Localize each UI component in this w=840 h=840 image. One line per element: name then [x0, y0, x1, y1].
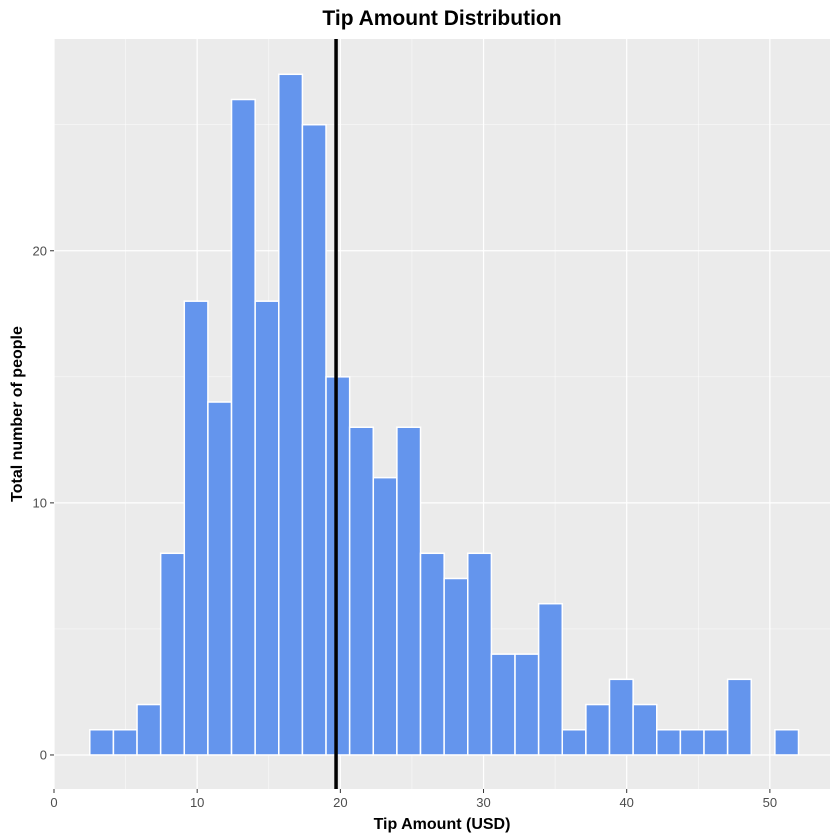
histogram-bar	[443, 577, 469, 756]
x-tick-label: 40	[619, 795, 633, 810]
x-tick-label: 50	[763, 795, 777, 810]
histogram-bar	[396, 426, 422, 756]
histogram-bar	[136, 703, 162, 756]
histogram-bar	[183, 300, 209, 756]
histogram-bar	[537, 602, 564, 756]
histogram-bar	[632, 703, 658, 756]
histogram-bar	[608, 678, 634, 756]
y-tick-label: 0	[40, 747, 47, 762]
histogram-bar	[419, 552, 445, 756]
x-axis-title: Tip Amount (USD)	[374, 816, 511, 833]
histogram-bar	[207, 401, 233, 756]
histogram-bar	[467, 552, 493, 756]
histogram-bar	[325, 376, 351, 756]
y-tick-label: 10	[33, 495, 47, 510]
histogram-bar	[254, 300, 280, 756]
histogram-bar	[348, 426, 375, 756]
histogram-bar	[112, 729, 138, 756]
histogram-bar	[585, 703, 611, 756]
histogram-bar	[490, 653, 516, 756]
x-axis: 0 10 20 30 40 50	[50, 789, 777, 810]
histogram-bar	[656, 729, 682, 756]
y-tick-label: 20	[33, 243, 47, 258]
x-tick-label: 20	[333, 795, 347, 810]
y-axis-title: Total number of people	[9, 326, 26, 502]
chart-title: Tip Amount Distribution	[322, 7, 561, 30]
histogram-bar	[230, 98, 256, 756]
histogram-bars	[89, 73, 800, 756]
histogram-bar	[679, 729, 705, 756]
histogram-bar	[301, 123, 327, 756]
histogram-bar	[726, 678, 753, 756]
histogram-bar	[703, 729, 729, 756]
y-axis: 0 10 20	[33, 243, 54, 762]
histogram-bar	[561, 729, 587, 756]
histogram-bar	[514, 653, 540, 756]
histogram-bar	[774, 729, 800, 756]
x-tick-label: 30	[476, 795, 490, 810]
histogram-bar	[89, 729, 115, 756]
histogram-bar	[372, 476, 398, 756]
x-tick-label: 10	[190, 795, 204, 810]
histogram-bar	[278, 73, 304, 756]
histogram-bar	[159, 552, 186, 756]
x-tick-label: 0	[50, 795, 57, 810]
